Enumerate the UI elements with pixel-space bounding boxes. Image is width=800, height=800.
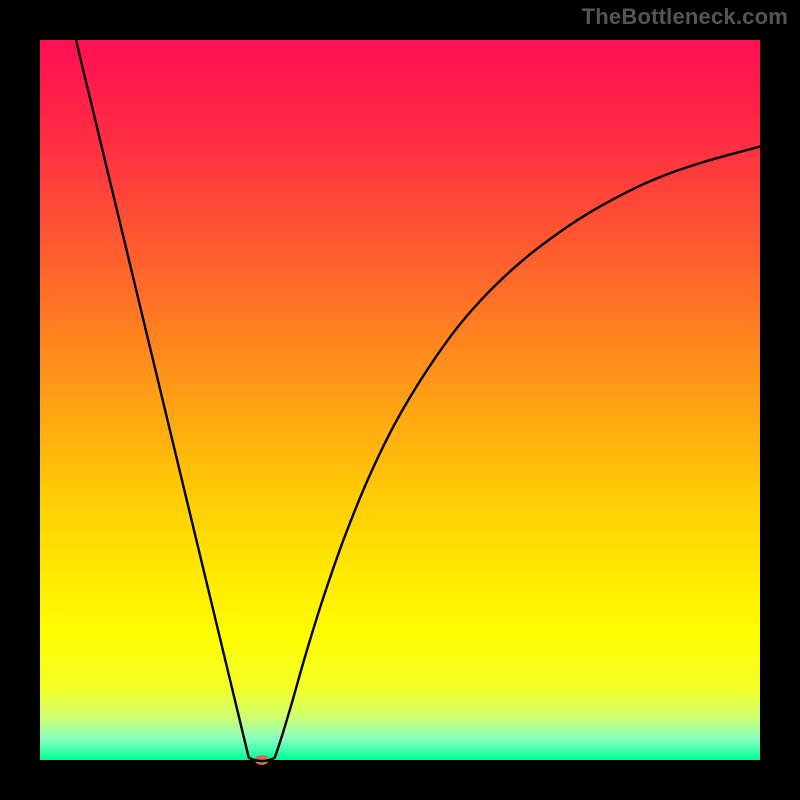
plot-background [40,40,760,760]
watermark-text: TheBottleneck.com [582,4,788,30]
chart-stage: TheBottleneck.com [0,0,800,800]
bottleneck-chart [0,0,800,800]
